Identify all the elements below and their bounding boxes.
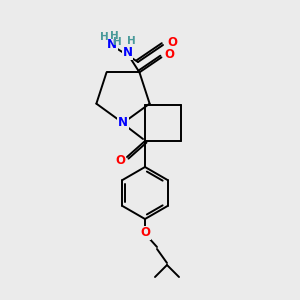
Text: N: N — [107, 38, 117, 52]
Text: N: N — [122, 46, 133, 59]
Text: H: H — [127, 36, 136, 46]
Text: N: N — [118, 116, 128, 130]
Text: O: O — [140, 226, 150, 239]
Text: O: O — [115, 154, 125, 166]
Text: H: H — [113, 37, 122, 47]
Text: H: H — [100, 32, 108, 42]
Text: O: O — [164, 48, 175, 61]
Text: H: H — [110, 31, 118, 41]
Text: O: O — [167, 35, 177, 49]
